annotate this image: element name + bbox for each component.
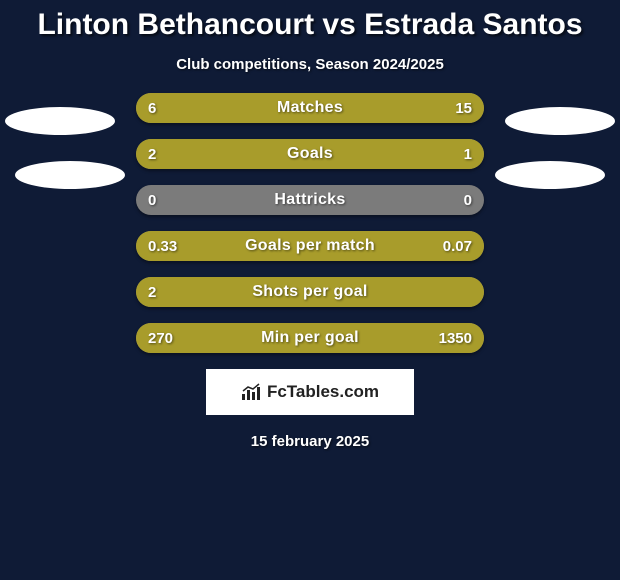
stat-row-goals: 21Goals	[136, 139, 484, 169]
brand-text: FcTables.com	[267, 382, 379, 402]
avatar-left-1	[5, 107, 115, 135]
avatar-right-2	[495, 161, 605, 189]
stat-label: Goals	[136, 139, 484, 169]
page-title: Linton Bethancourt vs Estrada Santos	[0, 0, 620, 42]
stat-row-hattricks: 00Hattricks	[136, 185, 484, 215]
date-line: 15 february 2025	[0, 433, 620, 450]
avatar-left-2	[15, 161, 125, 189]
stat-label: Hattricks	[136, 185, 484, 215]
brand-chart-icon	[241, 383, 263, 401]
stats-area: 615Matches 21Goals 00Hattricks 0.330.07Goal…	[0, 93, 620, 353]
stat-row-goals-per-match: 0.330.07Goals per match	[136, 231, 484, 261]
stat-row-shots-per-goal: 2Shots per goal	[136, 277, 484, 307]
avatar-right-1	[505, 107, 615, 135]
stat-label: Min per goal	[136, 323, 484, 353]
stat-label: Goals per match	[136, 231, 484, 261]
stat-row-min-per-goal: 2701350Min per goal	[136, 323, 484, 353]
subtitle: Club competitions, Season 2024/2025	[0, 56, 620, 73]
stat-row-matches: 615Matches	[136, 93, 484, 123]
stat-label: Shots per goal	[136, 277, 484, 307]
brand-badge[interactable]: FcTables.com	[206, 369, 414, 415]
stat-label: Matches	[136, 93, 484, 123]
